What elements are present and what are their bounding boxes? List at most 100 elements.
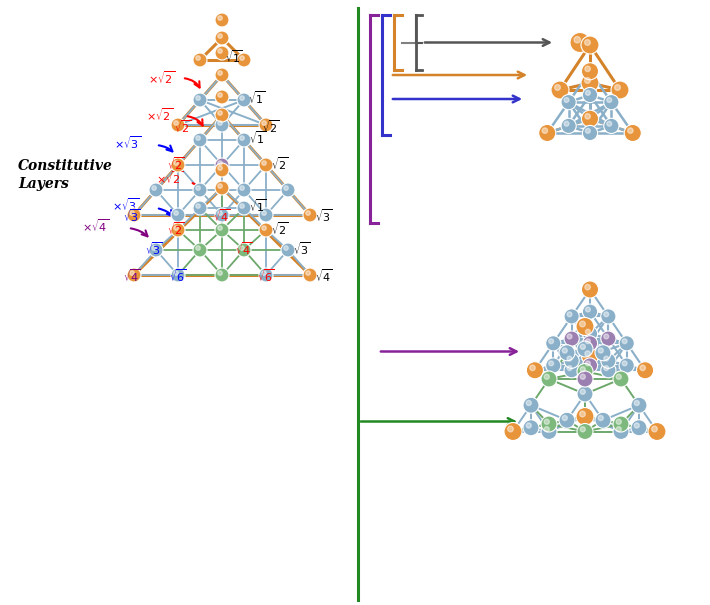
Circle shape: [541, 371, 557, 387]
Text: $\sqrt{4}$: $\sqrt{4}$: [235, 241, 253, 257]
Circle shape: [542, 128, 547, 133]
Circle shape: [551, 81, 569, 99]
Circle shape: [582, 125, 598, 140]
Circle shape: [585, 66, 590, 71]
Circle shape: [259, 268, 273, 282]
Circle shape: [303, 268, 317, 282]
Circle shape: [564, 353, 579, 368]
Circle shape: [580, 389, 585, 394]
Text: $\sqrt{2}$: $\sqrt{2}$: [167, 155, 185, 172]
Circle shape: [613, 424, 629, 439]
Circle shape: [174, 211, 178, 215]
Circle shape: [601, 331, 616, 346]
Circle shape: [624, 125, 641, 142]
Text: $\times\sqrt{2}$: $\times\sqrt{2}$: [148, 70, 175, 87]
Circle shape: [218, 34, 222, 38]
Circle shape: [562, 416, 567, 420]
Circle shape: [281, 183, 295, 197]
Circle shape: [586, 361, 590, 366]
Text: $\sqrt{2}$: $\sqrt{2}$: [271, 221, 289, 237]
Circle shape: [577, 371, 593, 387]
Circle shape: [171, 223, 185, 237]
Circle shape: [196, 56, 200, 60]
Circle shape: [581, 36, 599, 54]
Circle shape: [546, 336, 561, 351]
Circle shape: [562, 348, 567, 353]
Circle shape: [580, 427, 585, 432]
Circle shape: [611, 81, 629, 99]
Circle shape: [549, 339, 554, 344]
Circle shape: [544, 374, 550, 379]
Circle shape: [171, 118, 185, 132]
Circle shape: [564, 362, 579, 378]
Circle shape: [622, 361, 627, 366]
Circle shape: [174, 226, 178, 231]
Text: $\sqrt{6}$: $\sqrt{6}$: [169, 267, 187, 284]
Circle shape: [526, 401, 531, 405]
Circle shape: [652, 426, 657, 432]
Circle shape: [544, 419, 550, 424]
Circle shape: [580, 374, 585, 379]
Circle shape: [582, 336, 598, 351]
Circle shape: [218, 49, 222, 53]
Circle shape: [599, 348, 604, 353]
Circle shape: [215, 163, 229, 177]
Circle shape: [581, 74, 599, 92]
Circle shape: [259, 158, 273, 172]
Circle shape: [281, 243, 295, 257]
Circle shape: [601, 353, 616, 368]
Circle shape: [237, 201, 251, 215]
Circle shape: [196, 204, 200, 208]
Circle shape: [581, 281, 599, 298]
Circle shape: [508, 426, 513, 432]
Circle shape: [240, 204, 244, 208]
Text: $\sqrt{1}$: $\sqrt{1}$: [248, 90, 266, 106]
Circle shape: [130, 211, 134, 215]
Circle shape: [215, 208, 229, 222]
Circle shape: [585, 114, 590, 119]
Circle shape: [579, 321, 585, 327]
Circle shape: [174, 121, 178, 125]
Circle shape: [561, 118, 577, 134]
Text: $\sqrt{3}$: $\sqrt{3}$: [315, 208, 333, 224]
Circle shape: [586, 307, 590, 312]
Circle shape: [523, 397, 539, 413]
Text: $\sqrt{3}$: $\sqrt{3}$: [145, 241, 163, 257]
Circle shape: [577, 341, 593, 357]
Circle shape: [284, 246, 288, 250]
Circle shape: [196, 246, 200, 250]
Circle shape: [215, 118, 229, 132]
Circle shape: [577, 386, 593, 402]
Text: $\sqrt{2}$: $\sqrt{2}$: [167, 221, 185, 237]
Circle shape: [546, 358, 561, 373]
Circle shape: [555, 85, 560, 90]
Circle shape: [262, 211, 266, 215]
Circle shape: [637, 362, 654, 379]
Circle shape: [218, 93, 222, 97]
Text: $\times\sqrt{4}$: $\times\sqrt{4}$: [82, 218, 109, 234]
Circle shape: [648, 422, 666, 440]
Circle shape: [564, 309, 579, 324]
Circle shape: [582, 358, 598, 373]
Circle shape: [599, 416, 604, 420]
Text: $\sqrt{2}$: $\sqrt{2}$: [262, 119, 280, 136]
Circle shape: [215, 268, 229, 282]
Circle shape: [561, 94, 577, 110]
Circle shape: [215, 181, 229, 195]
Circle shape: [564, 97, 569, 102]
Circle shape: [240, 96, 244, 100]
Text: $\sqrt{6}$: $\sqrt{6}$: [257, 267, 275, 284]
Circle shape: [237, 243, 251, 257]
Circle shape: [530, 365, 535, 371]
Circle shape: [215, 90, 229, 104]
Circle shape: [604, 356, 608, 361]
Circle shape: [595, 412, 611, 428]
Circle shape: [616, 374, 621, 379]
Text: Constitutive
Layers: Constitutive Layers: [18, 159, 113, 191]
Circle shape: [584, 39, 590, 45]
Circle shape: [640, 365, 645, 371]
Circle shape: [616, 419, 621, 424]
Text: $\sqrt{1}$: $\sqrt{1}$: [249, 198, 267, 214]
Circle shape: [303, 208, 317, 222]
Circle shape: [601, 309, 616, 324]
